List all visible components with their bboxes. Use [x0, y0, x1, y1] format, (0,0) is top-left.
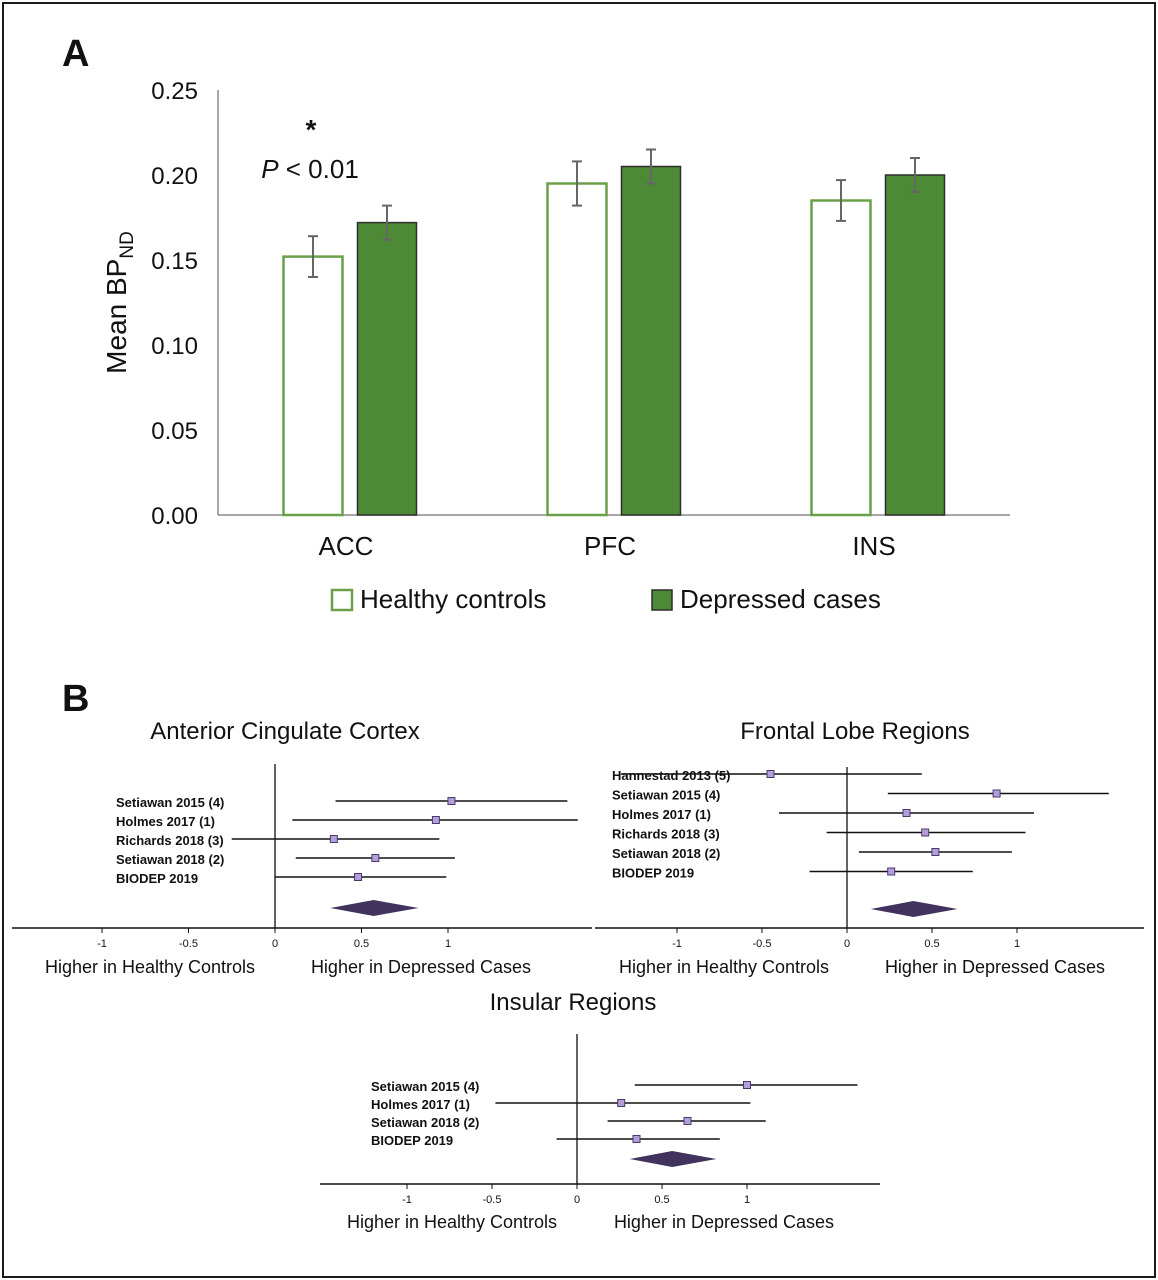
x-tick-label: ACC [319, 531, 374, 561]
panel-label-a: A [62, 33, 89, 75]
forest-left-label: Higher in Healthy Controls [347, 1212, 557, 1232]
forest-right-label: Higher in Depressed Cases [885, 957, 1105, 977]
forest-effect-point [632, 1135, 641, 1143]
forest-study-label: BIODEP 2019 [116, 871, 198, 886]
forest-x-tick-label: 1 [1014, 938, 1020, 950]
forest-x-tick-label: 0.5 [924, 938, 939, 950]
forest-study-label: BIODEP 2019 [612, 866, 694, 881]
forest-study-label: Setiawan 2015 (4) [612, 788, 720, 803]
forest-study-label: Setiawan 2018 (2) [116, 852, 224, 867]
forest-right-label: Higher in Depressed Cases [614, 1212, 834, 1232]
forest-title: Insular Regions [490, 989, 657, 1016]
forest-effect-point [902, 809, 911, 817]
forest-effect-point [329, 835, 338, 843]
x-tick-label: INS [852, 531, 895, 561]
forest-x-tick-label: 0 [844, 938, 850, 950]
forest-study-label: Holmes 2017 (1) [371, 1097, 470, 1112]
forest-title: Anterior Cingulate Cortex [150, 718, 419, 745]
figure-canvas: A 0.00 0.05 0.10 0.15 0.20 0.25 Mean BPND ACC PFC… [12, 33, 1144, 1232]
forest-x-tick-label: 0.5 [354, 938, 369, 950]
legend-label-depressed: Depressed cases [680, 584, 881, 614]
forest-study-label: Richards 2018 (3) [612, 827, 720, 842]
legend-swatch-depressed [651, 589, 673, 611]
significance-star: * [306, 114, 317, 145]
y-tick-label: 0.05 [151, 418, 198, 445]
forest-right-label: Higher in Depressed Cases [311, 957, 531, 977]
forest-study-label: Setiawan 2018 (2) [612, 846, 720, 861]
forest-effect-point [992, 789, 1001, 798]
bar-healthy-pfc [546, 182, 608, 517]
forest-pooled-diamond [629, 1151, 717, 1167]
forest-study-label: Holmes 2017 (1) [612, 807, 711, 822]
forest-plot-insular-regions: Insular Regions -1 -0.5 0 0.5 1 Setiawan 2015 … [320, 989, 880, 1232]
forest-study-label: Setiawan 2015 (4) [371, 1079, 479, 1094]
y-tick-label: 0.25 [151, 78, 198, 105]
forest-left-label: Higher in Healthy Controls [619, 957, 829, 977]
bar-depressed-acc [356, 221, 418, 516]
y-axis-label: Mean BPND [101, 231, 138, 374]
forest-effect-point [743, 1081, 751, 1089]
forest-x-tick-label: -1 [97, 938, 107, 950]
p-value-symbol: P [261, 154, 279, 184]
forest-x-tick-label: 1 [744, 1194, 750, 1206]
y-tick-label: 0.10 [151, 333, 198, 360]
forest-x-tick-label: -1 [672, 938, 682, 950]
p-value-annotation: P < 0.01 [261, 154, 359, 184]
bar-depressed-ins [884, 174, 946, 516]
bar-healthy-acc [282, 255, 344, 517]
forest-study-label: Setiawan 2015 (4) [116, 795, 224, 810]
forest-x-tick-label: 0 [272, 938, 278, 950]
forest-pooled-diamond [870, 901, 958, 917]
bar-healthy-ins [810, 199, 872, 517]
forest-effect-point [447, 797, 456, 805]
y-tick-label: 0.20 [151, 163, 198, 190]
forest-study-label: Hannestad 2013 (5) [612, 768, 731, 783]
forest-x-tick-label: 1 [445, 938, 451, 950]
forest-effect-point [371, 854, 380, 862]
forest-plot-frontal-lobe-regions: Frontal Lobe Regions -1 -0.5 0 0.5 1 Hannestad… [595, 718, 1144, 977]
x-tick-label: PFC [584, 531, 636, 561]
forest-effect-point [766, 770, 775, 778]
forest-x-tick-label: -0.5 [753, 938, 772, 950]
forest-study-label: BIODEP 2019 [371, 1133, 453, 1148]
forest-effect-point [921, 828, 930, 837]
legend-swatch-healthy [330, 588, 354, 612]
legend-label-healthy: Healthy controls [360, 584, 546, 614]
forest-effect-point [931, 848, 940, 856]
forest-effect-point [354, 873, 363, 881]
forest-effect-point [617, 1099, 626, 1107]
forest-pooled-diamond [330, 900, 419, 916]
forest-effect-point [683, 1117, 692, 1125]
forest-x-tick-label: 0.5 [654, 1194, 669, 1206]
y-tick-label: 0.15 [151, 248, 198, 275]
forest-x-tick-label: -0.5 [179, 938, 198, 950]
forest-study-label: Richards 2018 (3) [116, 833, 224, 848]
panel-label-b: B [62, 678, 89, 720]
y-tick-label: 0.00 [151, 503, 198, 530]
forest-title: Frontal Lobe Regions [740, 718, 969, 745]
forest-left-label: Higher in Healthy Controls [45, 957, 255, 977]
bar-depressed-pfc [620, 165, 682, 516]
forest-effect-point [431, 816, 440, 824]
y-axis-label-main: Mean BP [101, 259, 132, 374]
forest-plot-anterior-cingulate-cortex: Anterior Cingulate Cortex -1 -0.5 0 0.5 1 Seti… [12, 718, 592, 977]
y-axis-label-subscript: ND [117, 231, 138, 258]
forest-x-tick-label: 0 [574, 1194, 580, 1206]
forest-x-tick-label: -0.5 [483, 1194, 502, 1206]
forest-study-label: Setiawan 2018 (2) [371, 1115, 479, 1130]
p-value-text: < 0.01 [279, 154, 359, 184]
forest-x-tick-label: -1 [402, 1194, 412, 1206]
forest-effect-point [887, 867, 896, 876]
forest-study-label: Holmes 2017 (1) [116, 814, 215, 829]
